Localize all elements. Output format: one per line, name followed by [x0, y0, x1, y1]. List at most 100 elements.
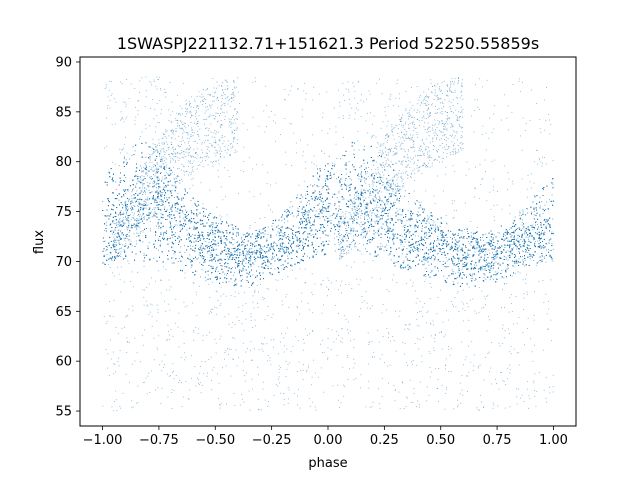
data-point — [161, 203, 163, 205]
data-point — [235, 254, 237, 256]
data-point — [138, 219, 140, 221]
data-point — [377, 211, 379, 212]
data-point — [234, 283, 236, 285]
data-point — [324, 219, 325, 221]
data-point — [125, 254, 127, 256]
data-point — [483, 280, 485, 282]
data-point — [457, 232, 459, 234]
data-point — [518, 251, 520, 253]
data-point — [205, 208, 207, 210]
data-point — [419, 248, 421, 250]
data-point — [328, 177, 330, 179]
data-point — [279, 234, 281, 236]
data-point — [349, 213, 351, 215]
data-point — [358, 175, 360, 177]
data-point — [426, 234, 428, 236]
data-point — [134, 150, 136, 152]
data-point — [202, 246, 204, 248]
data-point — [155, 207, 157, 209]
data-point — [472, 260, 474, 262]
data-point — [533, 211, 535, 212]
data-point — [436, 246, 438, 248]
data-point — [118, 222, 120, 224]
data-point — [125, 159, 127, 161]
data-point — [145, 156, 147, 158]
data-point — [401, 211, 403, 213]
data-point — [220, 218, 221, 220]
data-point — [209, 254, 211, 256]
data-point — [484, 256, 486, 258]
data-point — [246, 253, 248, 255]
data-point — [208, 260, 210, 262]
data-point — [189, 222, 191, 224]
data-point — [443, 248, 445, 250]
data-point — [514, 220, 516, 222]
data-point — [412, 245, 414, 247]
data-point — [551, 242, 553, 244]
data-point — [522, 255, 523, 257]
data-point — [433, 243, 435, 245]
data-point — [223, 242, 225, 244]
data-point — [129, 214, 131, 216]
data-point — [511, 244, 513, 246]
data-point — [427, 237, 429, 239]
data-point — [353, 216, 355, 218]
data-point — [184, 209, 186, 211]
data-point — [488, 269, 490, 271]
data-point — [485, 242, 487, 244]
data-point — [310, 184, 311, 186]
data-point — [112, 177, 114, 178]
data-point — [247, 253, 249, 255]
data-point — [184, 216, 186, 218]
data-point — [537, 218, 539, 220]
data-point — [408, 219, 410, 221]
data-point — [382, 207, 384, 209]
data-point — [424, 263, 426, 265]
data-point — [270, 246, 272, 248]
data-point — [533, 239, 534, 241]
data-point — [138, 202, 140, 204]
data-point — [180, 230, 182, 231]
data-point — [377, 193, 379, 194]
data-point — [184, 251, 186, 253]
data-point — [314, 184, 316, 186]
data-point — [239, 245, 241, 247]
data-point — [168, 205, 170, 207]
data-point — [314, 224, 315, 226]
data-point — [424, 231, 426, 233]
data-point — [200, 276, 202, 278]
data-point — [363, 244, 365, 246]
data-point — [427, 215, 429, 217]
data-point — [186, 234, 188, 236]
data-point — [227, 256, 229, 258]
data-point — [163, 233, 164, 235]
data-point — [276, 254, 277, 256]
data-point — [261, 248, 263, 250]
data-point — [151, 179, 153, 180]
data-point — [443, 275, 445, 277]
data-point — [238, 260, 240, 261]
data-point — [106, 253, 108, 255]
data-point — [307, 201, 308, 203]
data-point — [192, 234, 194, 236]
data-point — [307, 223, 308, 225]
data-point — [521, 215, 523, 217]
data-point — [334, 250, 336, 252]
data-point — [540, 244, 541, 246]
data-point — [344, 222, 346, 224]
data-point — [539, 214, 541, 215]
data-point — [175, 232, 176, 234]
data-point — [220, 235, 222, 237]
data-point — [546, 249, 547, 251]
data-point — [534, 241, 536, 243]
data-point — [345, 173, 347, 175]
data-point — [302, 196, 304, 198]
data-point — [158, 179, 160, 181]
data-point — [112, 243, 114, 245]
data-point — [156, 191, 158, 193]
data-point — [436, 239, 438, 241]
data-point — [180, 228, 182, 230]
data-point — [542, 213, 544, 214]
data-point — [326, 217, 328, 219]
